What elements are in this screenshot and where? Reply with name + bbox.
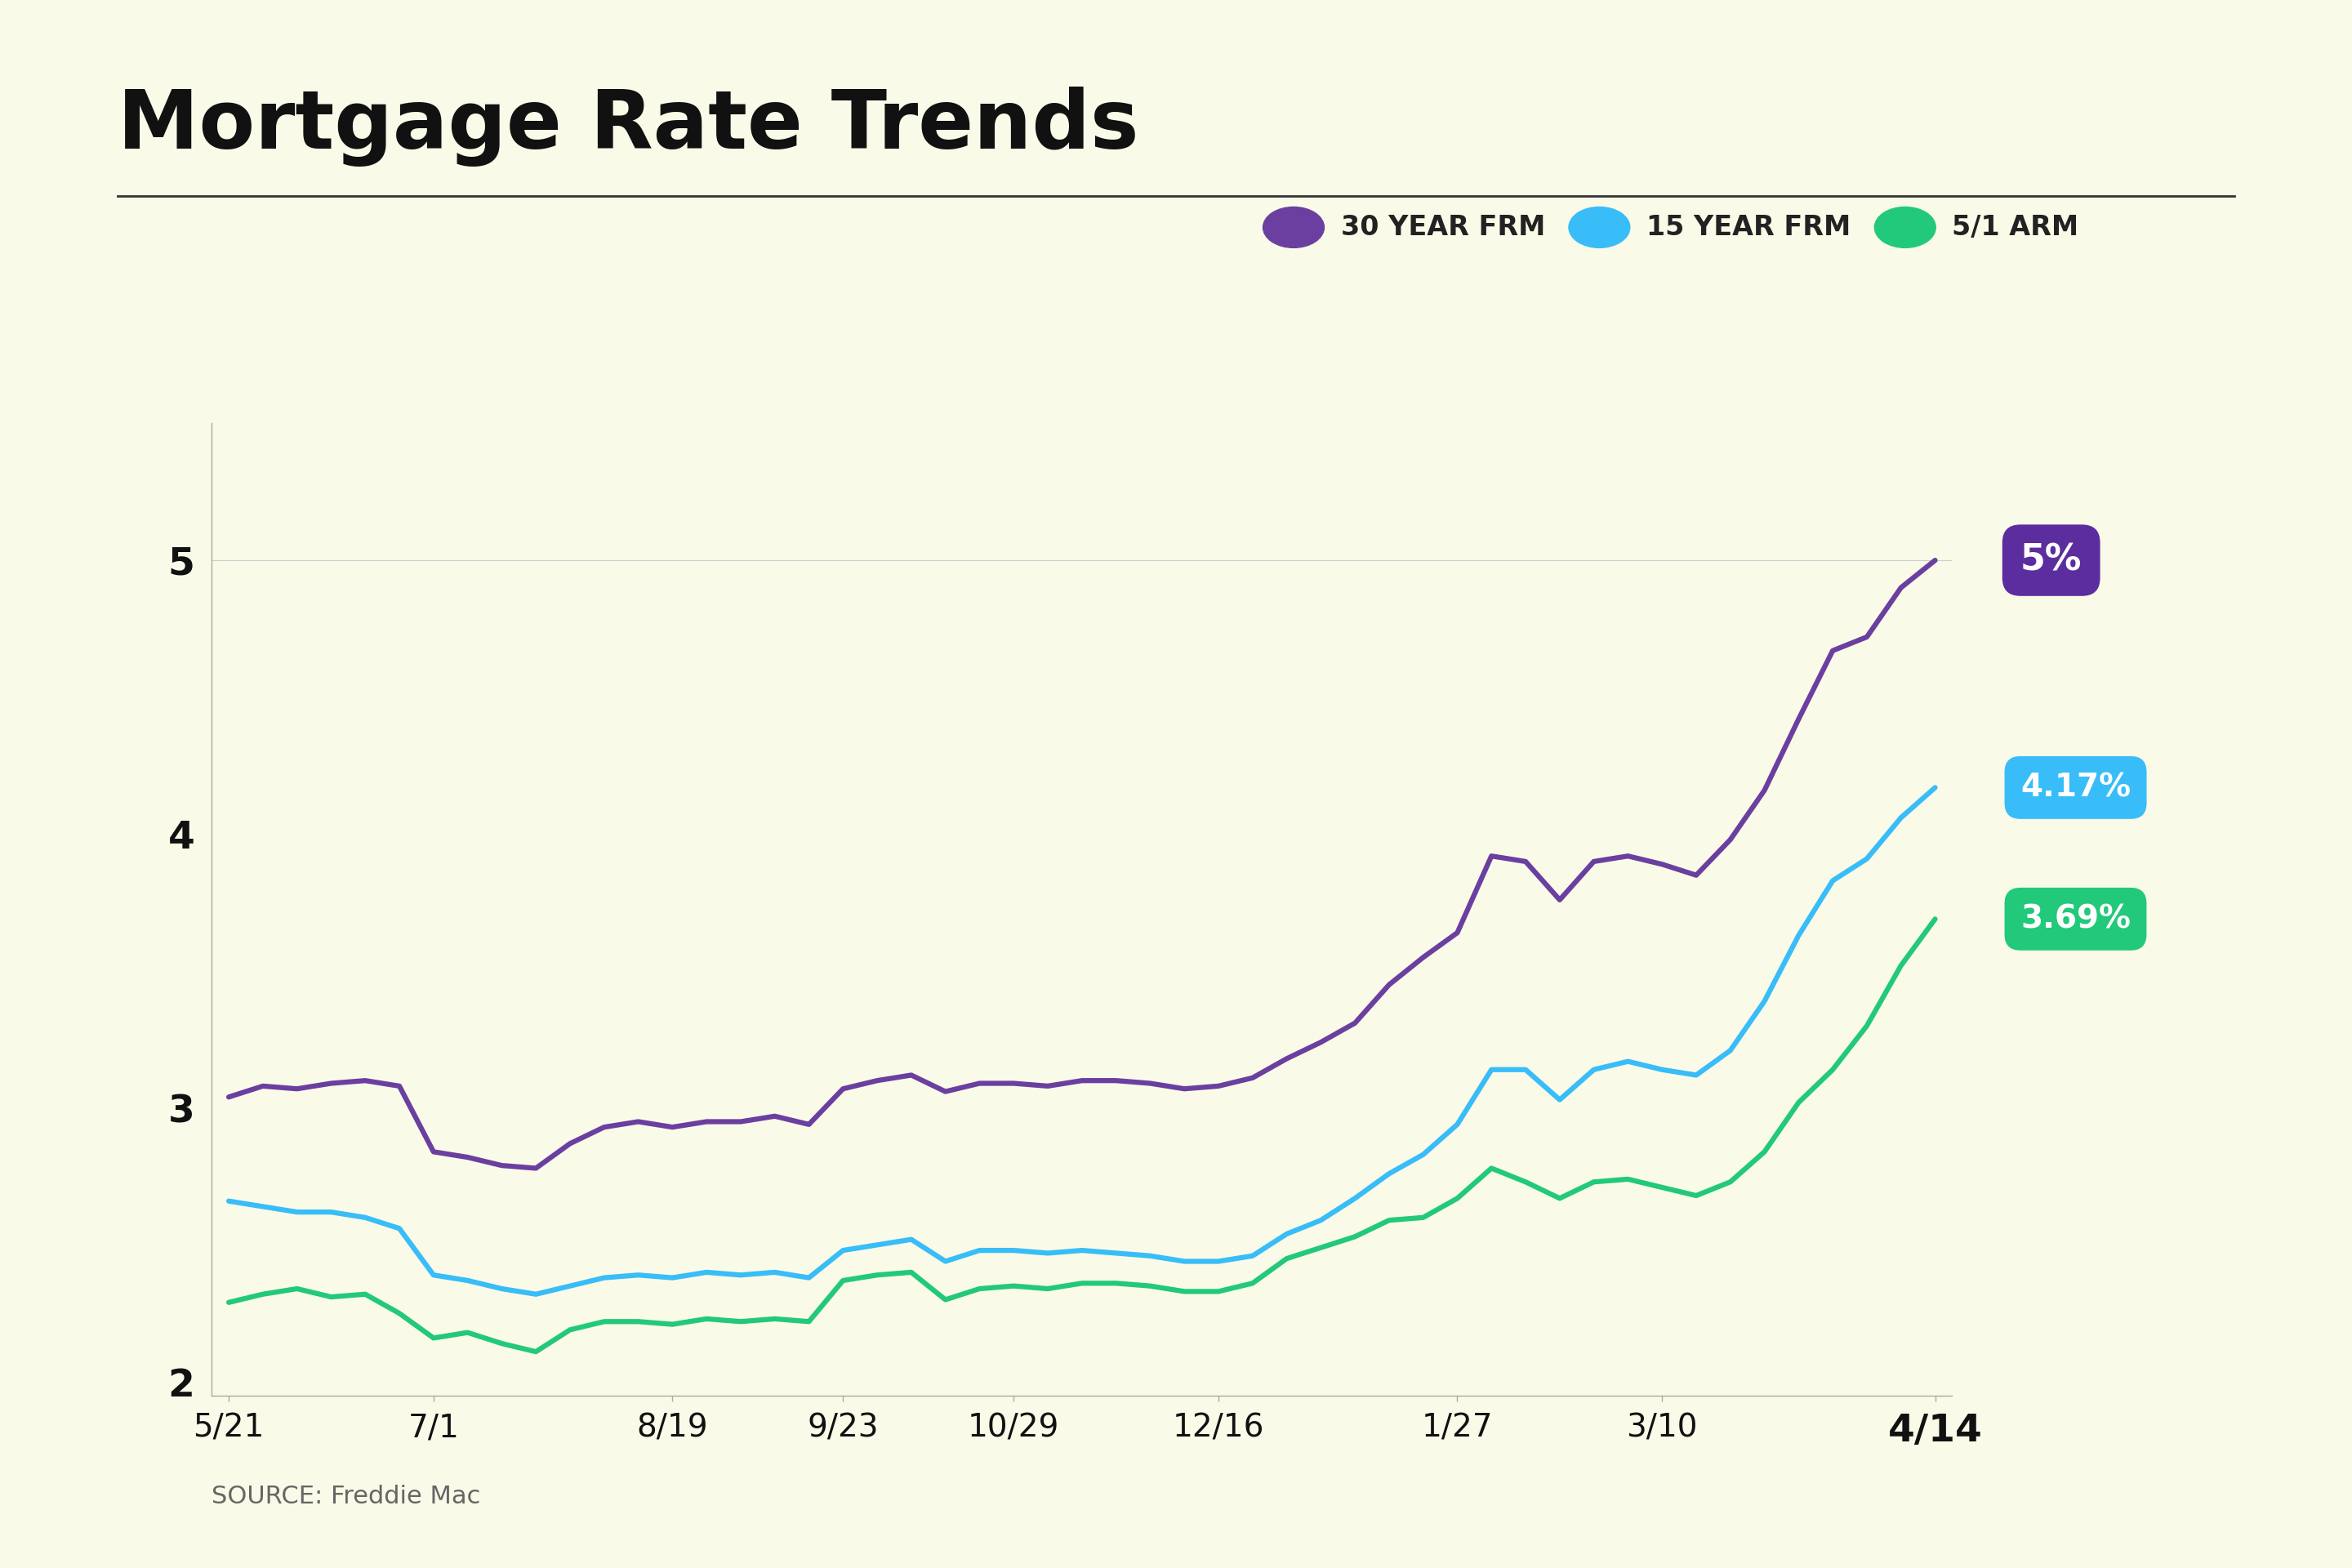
- Text: 3.69%: 3.69%: [2020, 903, 2131, 935]
- Text: 5/1 ARM: 5/1 ARM: [1952, 213, 2079, 241]
- Text: 4.17%: 4.17%: [2020, 771, 2131, 803]
- Text: SOURCE: Freddie Mac: SOURCE: Freddie Mac: [212, 1485, 480, 1508]
- Text: 5%: 5%: [2020, 543, 2082, 579]
- Text: 30 YEAR FRM: 30 YEAR FRM: [1341, 213, 1545, 241]
- Text: 15 YEAR FRM: 15 YEAR FRM: [1646, 213, 1851, 241]
- Text: Mortgage Rate Trends: Mortgage Rate Trends: [118, 86, 1138, 166]
